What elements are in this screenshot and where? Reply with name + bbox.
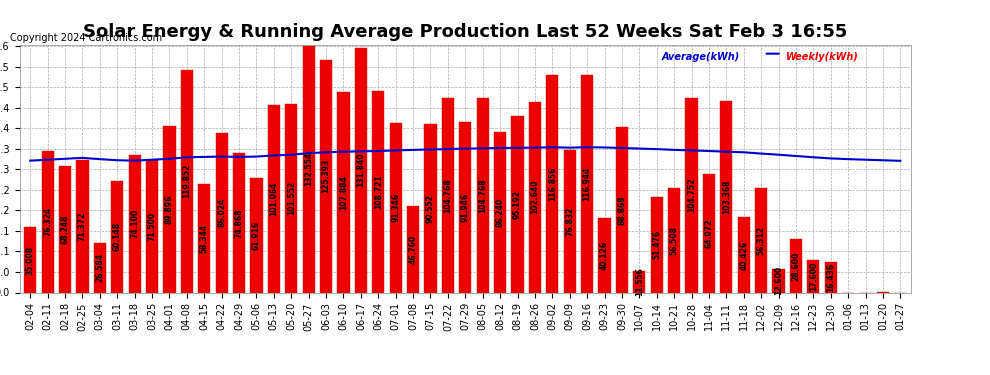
Text: 86.024: 86.024 <box>217 198 226 227</box>
Bar <box>59 166 71 292</box>
Bar <box>442 98 454 292</box>
Text: 40.126: 40.126 <box>600 241 609 270</box>
Text: 108.721: 108.721 <box>374 174 383 209</box>
Text: 131.840: 131.840 <box>356 153 365 188</box>
Bar <box>807 260 820 292</box>
Bar <box>825 262 837 292</box>
Text: 71.500: 71.500 <box>148 211 156 241</box>
Bar <box>372 91 384 292</box>
Bar <box>790 239 802 292</box>
Bar <box>616 128 628 292</box>
Bar <box>529 102 541 292</box>
Bar <box>772 269 785 292</box>
Text: 61.916: 61.916 <box>252 220 261 250</box>
Text: 86.240: 86.240 <box>496 198 505 227</box>
Text: 88.868: 88.868 <box>618 195 627 225</box>
Text: 116.856: 116.856 <box>547 167 556 201</box>
Bar <box>42 151 53 292</box>
Text: 74.100: 74.100 <box>130 209 140 238</box>
Text: 46.760: 46.760 <box>409 234 418 264</box>
Bar <box>650 197 663 292</box>
Text: 91.346: 91.346 <box>391 193 400 222</box>
Bar <box>146 160 158 292</box>
Text: 76.832: 76.832 <box>565 207 574 236</box>
Bar <box>598 218 611 292</box>
Text: 91.946: 91.946 <box>460 192 470 222</box>
Text: 101.552: 101.552 <box>287 181 296 215</box>
Text: 56.312: 56.312 <box>756 226 765 255</box>
Bar <box>721 100 733 292</box>
Text: 64.072: 64.072 <box>705 218 714 248</box>
Text: 71.372: 71.372 <box>78 211 87 241</box>
Bar <box>581 75 593 292</box>
Text: 116.944: 116.944 <box>583 167 592 201</box>
Text: 11.556: 11.556 <box>635 267 644 296</box>
Text: 104.752: 104.752 <box>687 178 696 212</box>
Text: 68.248: 68.248 <box>60 214 69 244</box>
Bar <box>163 126 175 292</box>
Text: 51.476: 51.476 <box>652 230 661 259</box>
Bar <box>76 160 88 292</box>
Bar <box>390 123 402 292</box>
Bar <box>755 188 767 292</box>
Bar <box>512 116 524 292</box>
Bar <box>494 132 506 292</box>
Text: 58.344: 58.344 <box>200 224 209 253</box>
Title: Solar Energy & Running Average Production Last 52 Weeks Sat Feb 3 16:55: Solar Energy & Running Average Productio… <box>83 22 847 40</box>
Bar <box>94 243 106 292</box>
Text: 16.436: 16.436 <box>827 262 836 292</box>
Text: 132.554: 132.554 <box>304 152 313 186</box>
Bar <box>320 60 333 292</box>
Text: 95.192: 95.192 <box>513 190 522 219</box>
Text: 125.393: 125.393 <box>322 159 331 193</box>
Text: 89.896: 89.896 <box>165 194 174 224</box>
Text: 104.768: 104.768 <box>478 178 487 213</box>
Bar <box>233 153 246 292</box>
Text: 74.868: 74.868 <box>235 208 244 238</box>
Bar <box>425 124 437 292</box>
Bar <box>634 271 645 292</box>
Bar <box>198 184 210 292</box>
Text: Weekly(kWh): Weekly(kWh) <box>786 53 859 62</box>
Bar <box>111 181 124 292</box>
Text: 12.600: 12.600 <box>774 266 783 296</box>
Bar <box>563 150 576 292</box>
Text: Copyright 2024 Cartronics.com: Copyright 2024 Cartronics.com <box>10 33 162 43</box>
Bar <box>267 105 280 292</box>
Text: 76.324: 76.324 <box>44 207 52 236</box>
Bar <box>250 177 262 292</box>
Text: 102.640: 102.640 <box>531 180 540 214</box>
Bar <box>285 104 297 292</box>
Bar <box>338 92 349 292</box>
Bar <box>407 206 419 292</box>
Bar <box>546 75 558 292</box>
Bar <box>703 174 715 292</box>
Bar <box>216 133 228 292</box>
Bar <box>459 122 471 292</box>
Bar <box>476 98 489 292</box>
Text: 103.368: 103.368 <box>722 179 731 214</box>
Text: 60.148: 60.148 <box>113 222 122 251</box>
Bar <box>129 155 141 292</box>
Bar <box>354 48 367 292</box>
Text: Average(kWh): Average(kWh) <box>661 53 740 62</box>
Text: 101.064: 101.064 <box>269 182 278 216</box>
Bar <box>181 70 193 292</box>
Bar <box>303 46 315 292</box>
Text: 107.884: 107.884 <box>339 175 347 210</box>
Text: 28.600: 28.600 <box>791 251 801 280</box>
Bar <box>24 228 37 292</box>
Bar <box>685 98 698 292</box>
Text: 90.552: 90.552 <box>426 194 435 223</box>
Text: 35.008: 35.008 <box>26 245 35 274</box>
Bar <box>738 217 749 292</box>
Text: 56.508: 56.508 <box>669 225 678 255</box>
Text: 17.600: 17.600 <box>809 261 818 291</box>
Text: 40.426: 40.426 <box>740 240 748 270</box>
Text: 26.584: 26.584 <box>95 253 104 282</box>
Bar <box>668 188 680 292</box>
Text: 119.852: 119.852 <box>182 164 191 198</box>
Text: 104.768: 104.768 <box>444 178 452 213</box>
